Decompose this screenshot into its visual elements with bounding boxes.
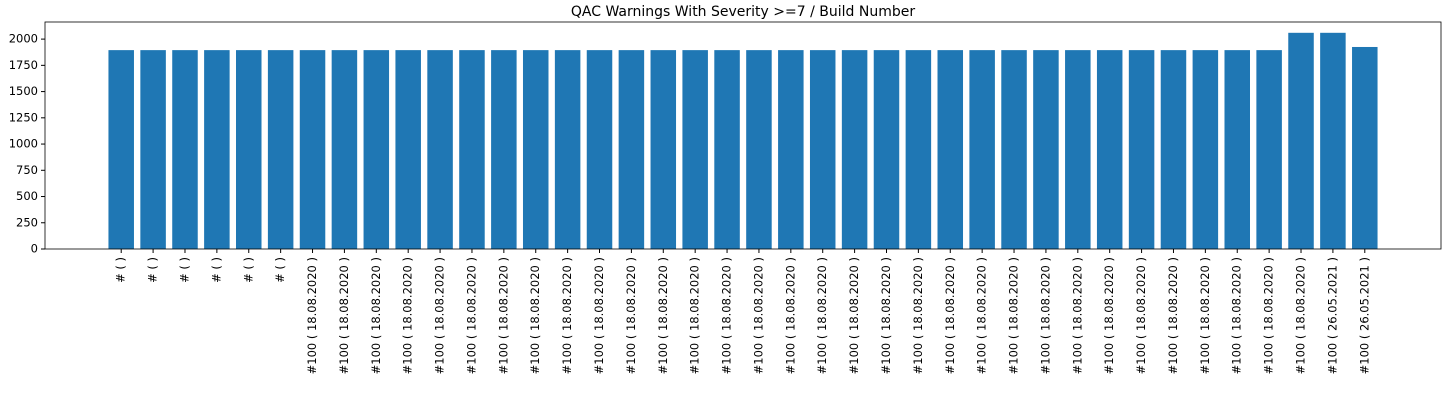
y-tick-label: 250	[16, 215, 38, 229]
bar	[1320, 32, 1346, 249]
x-tick-label: #100 ( 18.08.2020 )	[1198, 257, 1212, 374]
x-tick-label: # ( )	[177, 257, 191, 283]
x-tick-label: #100 ( 18.08.2020 )	[305, 257, 319, 374]
chart-title: QAC Warnings With Severity >=7 / Build N…	[571, 4, 915, 20]
x-tick-label: #100 ( 18.08.2020 )	[1007, 257, 1021, 374]
bar	[1096, 50, 1123, 250]
x-tick-label: #100 ( 18.08.2020 )	[1166, 257, 1180, 374]
bar	[873, 50, 900, 250]
x-tick-label: #100 ( 18.08.2020 )	[911, 257, 925, 374]
bar	[299, 50, 326, 250]
bar	[522, 50, 549, 250]
x-tick-label: #100 ( 18.08.2020 )	[528, 257, 542, 374]
bar	[395, 50, 421, 250]
bar	[1352, 46, 1378, 250]
bar	[746, 50, 772, 250]
x-tick-label: # ( )	[146, 257, 160, 283]
bar	[363, 50, 390, 250]
x-tick-label: #100 ( 18.08.2020 )	[592, 257, 606, 374]
bar	[1160, 50, 1187, 250]
bar	[554, 50, 581, 250]
x-tick-label: #100 ( 18.08.2020 )	[751, 257, 765, 374]
x-tick-label: #100 ( 18.08.2020 )	[720, 257, 734, 374]
bar	[1256, 50, 1282, 250]
x-tick-label: #100 ( 18.08.2020 )	[1070, 257, 1084, 374]
x-tick-label: # ( )	[241, 257, 255, 283]
bar	[778, 50, 804, 250]
x-tick-label: #100 ( 26.05.2021 )	[1357, 257, 1371, 374]
x-tick-label: #100 ( 18.08.2020 )	[369, 257, 383, 374]
bar	[1192, 50, 1219, 250]
y-tick-label: 1750	[9, 58, 38, 72]
x-tick-label: #100 ( 18.08.2020 )	[1230, 257, 1244, 374]
bar	[586, 50, 613, 250]
bar	[236, 50, 262, 250]
bar	[459, 50, 485, 250]
bar	[1001, 50, 1027, 250]
bar	[714, 50, 740, 250]
y-tick-label: 1000	[9, 137, 38, 151]
bar	[1224, 50, 1250, 250]
x-tick-label: #100 ( 18.08.2020 )	[433, 257, 447, 374]
plot-frame	[44, 21, 1442, 250]
x-tick-label: #100 ( 18.08.2020 )	[1294, 257, 1308, 374]
x-tick-label: #100 ( 18.08.2020 )	[401, 257, 415, 374]
bar	[331, 50, 358, 250]
x-tick-label: #100 ( 18.08.2020 )	[337, 257, 351, 374]
x-tick-label: #100 ( 18.08.2020 )	[560, 257, 574, 374]
y-tick-label: 500	[16, 189, 38, 203]
bar	[937, 50, 964, 250]
bar	[650, 50, 677, 250]
x-tick-label: # ( )	[273, 257, 287, 283]
bar	[618, 50, 645, 250]
x-tick-label: #100 ( 18.08.2020 )	[624, 257, 638, 374]
x-tick-label: #100 ( 18.08.2020 )	[847, 257, 861, 374]
bar	[1128, 50, 1155, 250]
bar	[1288, 32, 1314, 249]
bar	[682, 50, 708, 250]
y-tick-label: 1250	[9, 110, 38, 124]
x-tick-label: #100 ( 18.08.2020 )	[464, 257, 478, 374]
x-tick-label: #100 ( 18.08.2020 )	[975, 257, 989, 374]
x-tick-label: #100 ( 18.08.2020 )	[815, 257, 829, 374]
bar	[1065, 50, 1091, 250]
bar	[491, 50, 517, 250]
x-tick-label: #100 ( 18.08.2020 )	[1102, 257, 1116, 374]
x-tick-label: # ( )	[114, 257, 128, 283]
x-tick-label: #100 ( 18.08.2020 )	[688, 257, 702, 374]
x-tick-label: #100 ( 18.08.2020 )	[783, 257, 797, 374]
bar	[204, 50, 230, 250]
bar	[809, 50, 836, 250]
bar	[140, 50, 166, 250]
bar	[1033, 50, 1059, 250]
y-tick-label: 2000	[9, 32, 38, 46]
bar	[172, 50, 198, 250]
y-tick-label: 750	[16, 163, 38, 177]
bar	[427, 50, 453, 250]
bar	[108, 50, 134, 250]
x-tick-label: #100 ( 18.08.2020 )	[943, 257, 957, 374]
x-tick-label: # ( )	[209, 257, 223, 283]
x-tick-label: #100 ( 26.05.2021 )	[1325, 257, 1339, 374]
x-tick-label: #100 ( 18.08.2020 )	[1038, 257, 1052, 374]
x-tick-label: #100 ( 18.08.2020 )	[496, 257, 510, 374]
bar	[905, 50, 932, 250]
bar	[267, 50, 294, 250]
x-tick-label: #100 ( 18.08.2020 )	[1262, 257, 1276, 374]
x-tick-label: #100 ( 18.08.2020 )	[656, 257, 670, 374]
y-tick-label: 0	[31, 242, 38, 256]
y-tick-label: 1500	[9, 84, 38, 98]
bar	[969, 50, 995, 250]
bar	[841, 50, 868, 250]
x-tick-label: #100 ( 18.08.2020 )	[1134, 257, 1148, 374]
x-tick-label: #100 ( 18.08.2020 )	[879, 257, 893, 374]
